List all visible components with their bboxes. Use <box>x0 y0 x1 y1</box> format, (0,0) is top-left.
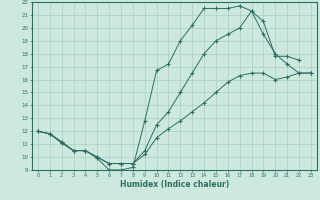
X-axis label: Humidex (Indice chaleur): Humidex (Indice chaleur) <box>120 180 229 189</box>
